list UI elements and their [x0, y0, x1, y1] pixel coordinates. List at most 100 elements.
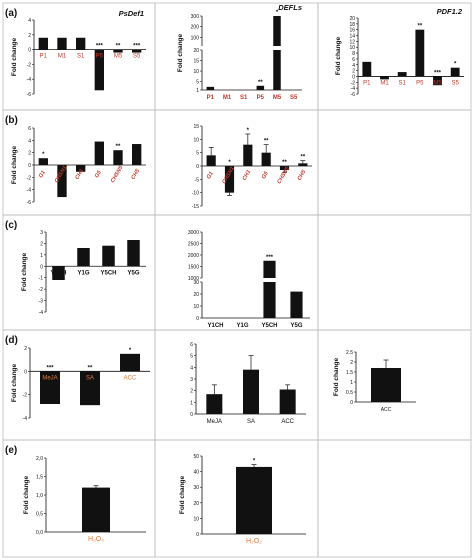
bar — [298, 163, 308, 166]
y-tick-label: 10 — [193, 516, 199, 522]
panel-border — [317, 214, 472, 331]
y-tick-label: 6 — [28, 126, 31, 132]
bar — [273, 50, 281, 90]
panel-label: (e) — [5, 445, 17, 456]
y-tick-label: 40 — [193, 470, 199, 476]
y-tick-label: 3 — [40, 230, 43, 236]
panel-border — [317, 439, 472, 558]
bar — [113, 49, 123, 53]
y-tick-label: 1.5 — [346, 370, 353, 376]
bar — [273, 16, 281, 46]
bar — [279, 389, 296, 414]
significance-label: * — [42, 152, 45, 158]
bar — [57, 37, 67, 50]
y-tick-label: 0 — [196, 164, 199, 170]
significance-label: ** — [282, 160, 287, 166]
bar — [256, 85, 265, 90]
bar — [236, 466, 272, 534]
category-label: G1 — [206, 171, 215, 180]
bar — [206, 394, 223, 414]
y-axis-title: Fold change — [179, 475, 186, 514]
y-tick-label: 0,5 — [36, 512, 43, 518]
category-label: Y5G — [127, 270, 139, 276]
category-label: Y1G — [77, 270, 89, 276]
bar — [243, 144, 253, 166]
y-tick-label: 4 — [28, 18, 31, 24]
category-label: CH5 — [130, 167, 141, 180]
category-label: ACC — [281, 419, 294, 425]
significance-label: ** — [300, 155, 305, 161]
category-label: H₂O₂ — [246, 538, 262, 545]
category-label: S5 — [133, 54, 141, 60]
bar — [77, 248, 90, 267]
category-label: ACC — [124, 375, 137, 381]
y-tick-label: 10 — [193, 69, 199, 75]
bar — [132, 144, 142, 165]
category-label: P1 — [207, 95, 215, 101]
y-tick-label: 4 — [352, 63, 355, 69]
y-tick-label: 1,0 — [36, 493, 43, 499]
y-tick-label: 50 — [193, 454, 199, 460]
y-tick-label: -3 — [39, 299, 44, 305]
y-tick-label: 10 — [193, 137, 199, 143]
y-tick-label: -4 — [27, 188, 32, 194]
category-label: G5 — [261, 170, 270, 180]
category-label: H₂O₂ — [88, 536, 104, 543]
y-axis-title: Fold change — [177, 33, 184, 72]
y-tick-label: 1 — [40, 253, 43, 259]
category-label: Y5CH — [100, 270, 116, 276]
category-label: S5 — [290, 95, 298, 101]
category-label: Y1G — [236, 323, 248, 329]
panel-border — [154, 109, 319, 216]
bar — [52, 266, 65, 280]
bar — [127, 240, 140, 267]
y-tick-label: -6 — [27, 200, 32, 206]
y-tick-label: 1,5 — [36, 475, 43, 481]
y-axis-title: Fold change — [11, 145, 18, 184]
bar — [132, 49, 142, 53]
category-label: S1 — [77, 54, 85, 60]
significance-label: * — [247, 128, 250, 134]
significance-label: * — [253, 459, 256, 465]
y-tick-label: 0 — [350, 400, 353, 406]
y-tick-label: 0 — [352, 74, 355, 80]
y-tick-label: 20 — [193, 292, 199, 298]
y-tick-label: 20 — [349, 16, 355, 22]
bar — [82, 487, 110, 532]
chart-title: DEFLs — [278, 3, 302, 12]
y-tick-label: 1 — [196, 88, 199, 94]
significance-label: ** — [116, 144, 121, 150]
y-tick-label: 10 — [193, 304, 199, 310]
y-tick-label: -10 — [192, 191, 199, 197]
y-tick-label: 8 — [352, 51, 355, 57]
category-label: M5 — [114, 54, 123, 60]
bar — [433, 76, 442, 86]
significance-label: *** — [96, 44, 104, 50]
category-label: M1 — [380, 80, 389, 86]
y-tick-label: 10 — [349, 45, 355, 51]
category-label: M1 — [223, 95, 232, 101]
y-tick-label: -2 — [27, 175, 32, 181]
significance-label: *** — [46, 365, 54, 371]
bar — [94, 141, 104, 165]
category-label: S1 — [398, 80, 406, 86]
y-tick-label: 200 — [191, 25, 200, 31]
bar — [371, 368, 401, 402]
y-tick-label: 15 — [193, 124, 199, 130]
y-axis-title: Fold change — [23, 475, 30, 514]
y-tick-label: 16 — [349, 28, 355, 34]
y-tick-label: 1 — [350, 380, 353, 386]
y-tick-label: 0 — [40, 264, 43, 270]
bar — [120, 353, 140, 372]
y-tick-label: -6 — [27, 92, 32, 98]
y-tick-label: 5 — [190, 354, 193, 360]
y-tick-label: 0 — [24, 369, 27, 375]
y-tick-label: 6 — [190, 342, 193, 348]
y-tick-label: 3000 — [188, 230, 199, 236]
category-label: P5 — [96, 54, 104, 60]
bar — [380, 76, 389, 80]
bar — [224, 166, 235, 193]
y-tick-label: -4 — [23, 416, 28, 422]
category-label: MeJA — [42, 375, 57, 381]
y-tick-label: -2 — [39, 287, 44, 293]
